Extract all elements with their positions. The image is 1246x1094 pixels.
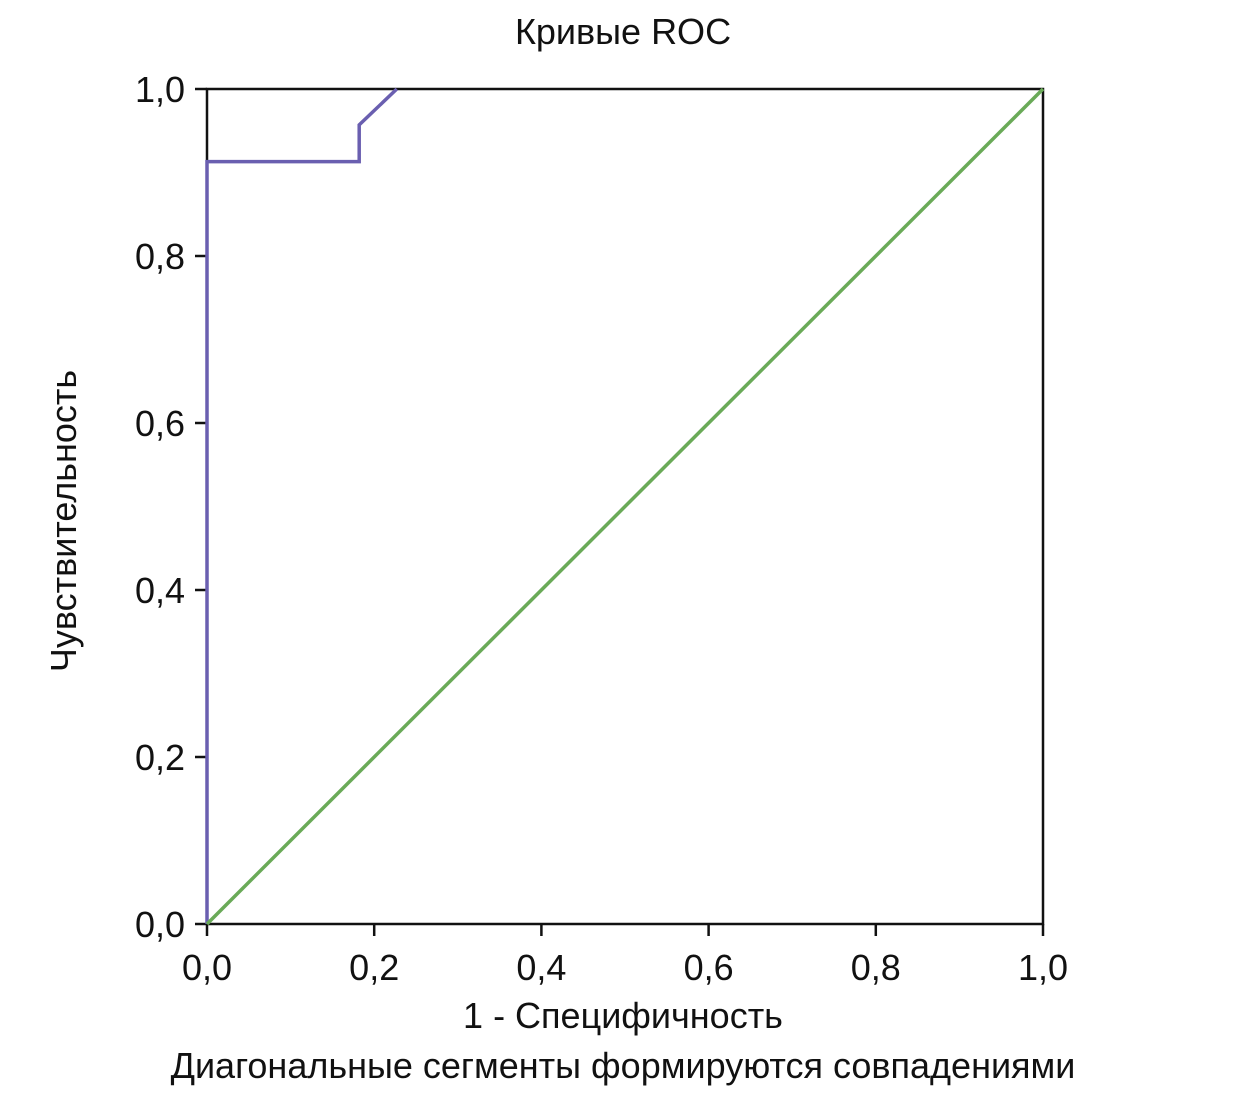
y-tick-label: 1,0: [135, 69, 185, 110]
reference-diagonal-line: [205, 87, 1045, 926]
x-tick-label: 0,4: [516, 947, 566, 988]
x-tick-label: 1,0: [1018, 947, 1068, 988]
y-tick-label: 0,0: [135, 904, 185, 945]
roc-curve-line: [205, 87, 399, 924]
chart-footnote: Диагональные сегменты формируются совпад…: [171, 1045, 1076, 1086]
x-axis-ticks: 0,0 0,2 0,4 0,6 0,8 1,0: [182, 924, 1068, 988]
y-axis-label: Чувствительность: [43, 370, 84, 672]
x-tick-label: 0,0: [182, 947, 232, 988]
x-axis-label: 1 - Специфичность: [463, 995, 783, 1036]
y-tick-label: 0,2: [135, 737, 185, 778]
y-axis-ticks: 0,0 0,2 0,4 0,6 0,8 1,0: [135, 69, 207, 945]
x-tick-label: 0,2: [349, 947, 399, 988]
chart-title: Кривые ROC: [515, 11, 731, 52]
y-tick-label: 0,4: [135, 570, 185, 611]
x-tick-label: 0,8: [851, 947, 901, 988]
series-layer: [205, 87, 1045, 926]
y-tick-label: 0,6: [135, 403, 185, 444]
x-tick-label: 0,6: [684, 947, 734, 988]
y-tick-label: 0,8: [135, 236, 185, 277]
